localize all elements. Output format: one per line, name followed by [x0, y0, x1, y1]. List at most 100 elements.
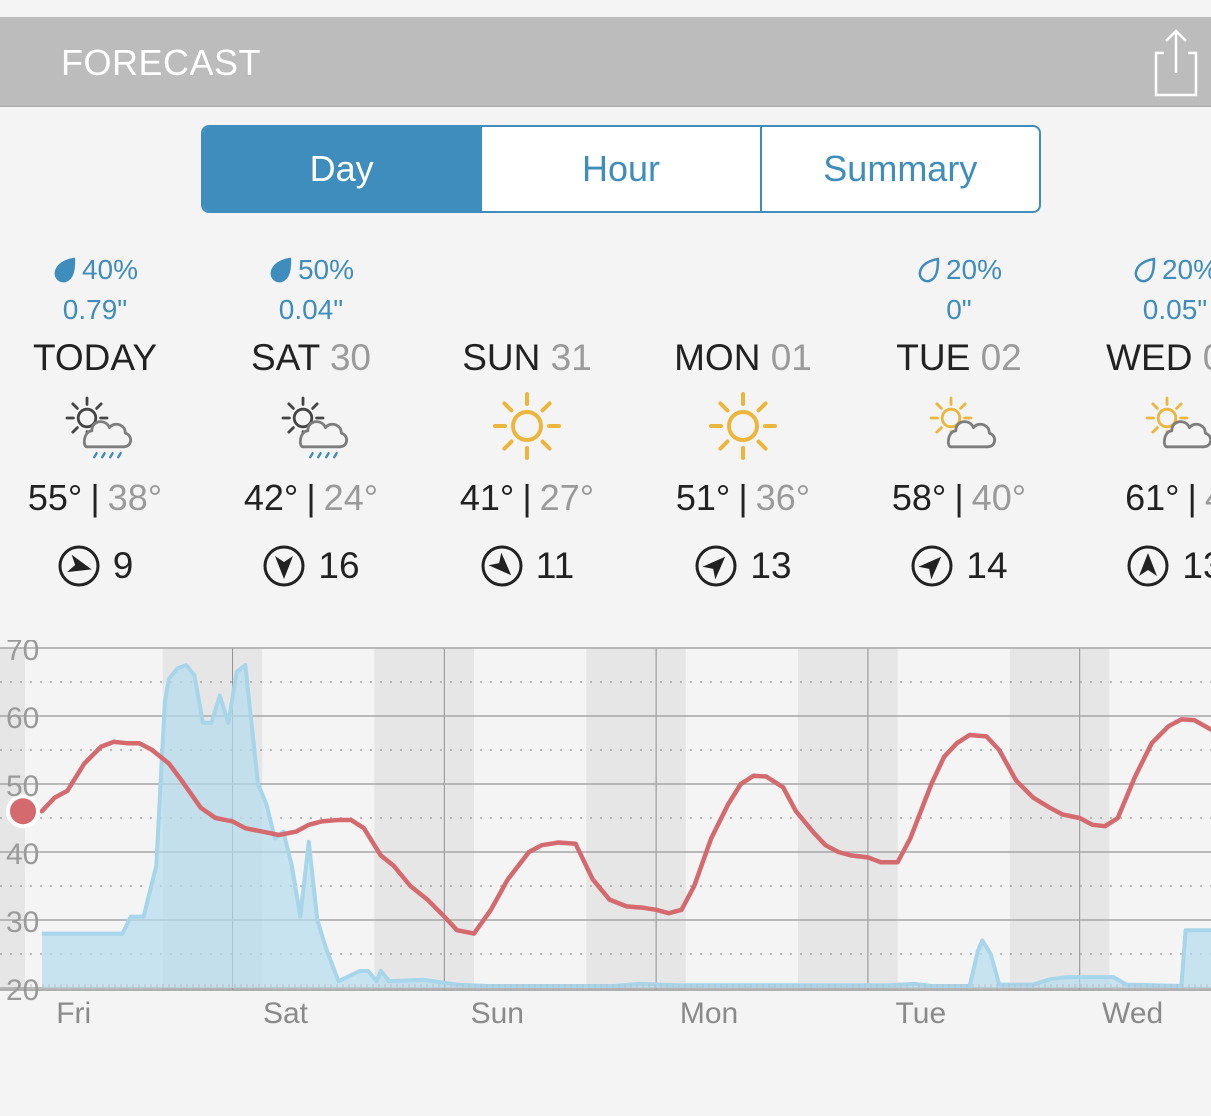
wind: 13 — [1067, 530, 1211, 602]
temp-separator: | — [738, 477, 748, 518]
view-segmented-control: Day Hour Summary — [201, 125, 1041, 213]
wind-direction-icon — [263, 545, 305, 587]
high-temp: 58° — [891, 477, 947, 518]
precip-amount: 0.79" — [62, 294, 128, 325]
sunny-icon — [709, 392, 777, 460]
temperature-range: 42° | 24° — [203, 466, 419, 530]
temp-separator: | — [954, 477, 964, 518]
day-column[interactable]: MON 01 51° | 36° 13 — [635, 250, 851, 602]
precip-chance: 20% — [1067, 250, 1211, 290]
partly-cloudy-icon — [929, 396, 996, 449]
precipitation-area — [41, 665, 1211, 988]
day-label: SAT 30 — [203, 330, 419, 386]
outline-drop-icon — [918, 257, 940, 283]
precip-chance-value: 20% — [1161, 254, 1211, 285]
weather-icon — [851, 386, 1067, 466]
partly-cloudy-icon — [1145, 396, 1211, 449]
wind-speed: 13 — [1182, 545, 1211, 586]
low-temp: 36° — [755, 477, 811, 518]
temperature-range: 55° | 38° — [0, 466, 203, 530]
wind-direction-icon — [481, 545, 523, 587]
x-tick-label: Wed — [1102, 997, 1163, 1030]
night-band — [798, 648, 898, 990]
share-icon[interactable] — [1150, 27, 1202, 97]
day-name: MON — [674, 337, 761, 378]
precip-amount — [419, 290, 635, 330]
day-name: SUN — [462, 337, 541, 378]
day-date: 31 — [550, 337, 592, 378]
day-date: 03 — [1203, 337, 1211, 378]
weather-icon — [1067, 386, 1211, 466]
weather-icon — [635, 386, 851, 466]
current-temperature-marker — [6, 794, 40, 829]
precip-amount — [635, 290, 851, 330]
x-tick-label: Sun — [471, 997, 524, 1030]
tab-hour[interactable]: Hour — [480, 127, 759, 211]
precip-chance-value: 40% — [81, 254, 139, 285]
low-temp: 38° — [107, 477, 163, 518]
wind-speed: 16 — [318, 545, 360, 586]
wind: 11 — [419, 530, 635, 602]
forecast-chart: 70 60 50 40 30 20 Fri Sat Sun Mon Tue Wed — [0, 640, 1211, 1030]
precip-chance-value: 50% — [297, 254, 355, 285]
x-tick-label: Mon — [680, 997, 738, 1030]
high-temp: 55° — [27, 477, 83, 518]
night-band — [374, 648, 474, 990]
outline-drop-icon — [1134, 257, 1156, 283]
day-name: TUE — [896, 337, 971, 378]
day-label: TODAY — [0, 330, 203, 386]
precip-amount: 0.05" — [1142, 294, 1208, 325]
day-column[interactable]: SUN 31 41° | 27° 11 — [419, 250, 635, 602]
day-column[interactable]: 20% 0" TUE 02 58° | 40° 14 — [851, 250, 1067, 602]
weather-icon — [203, 386, 419, 466]
app-header: FORECAST — [0, 17, 1211, 107]
filled-drop-icon — [270, 257, 292, 283]
wind: 9 — [0, 530, 203, 602]
y-tick-label: 60 — [6, 702, 39, 735]
temperature-range: 51° | 36° — [635, 466, 851, 530]
y-tick-label: 50 — [6, 770, 39, 803]
precip-amount: 0" — [946, 294, 972, 325]
y-tick-label: 30 — [6, 906, 39, 939]
wind-speed: 13 — [750, 545, 792, 586]
wind-direction-icon — [58, 545, 100, 587]
precip-chance-value: 20% — [945, 254, 1003, 285]
temp-separator: | — [522, 477, 532, 518]
day-name: WED — [1106, 337, 1193, 378]
partly-cloudy-rain-icon — [281, 396, 348, 459]
day-label: SUN 31 — [419, 330, 635, 386]
y-tick-label: 40 — [6, 838, 39, 871]
wind-direction-icon — [1127, 545, 1169, 587]
wind-speed: 9 — [112, 545, 134, 586]
temp-separator: | — [90, 477, 100, 518]
day-column[interactable]: 50% 0.04" SAT 30 42° | 24° 16 — [203, 250, 419, 602]
weather-icon — [0, 386, 203, 466]
temperature-range: 41° | 27° — [419, 466, 635, 530]
day-name: TODAY — [32, 337, 158, 378]
weather-icon — [419, 386, 635, 466]
tab-summary[interactable]: Summary — [759, 127, 1039, 211]
temperature-range: 61°|4 — [1067, 466, 1211, 530]
temperature-range: 58° | 40° — [851, 466, 1067, 530]
wind: 14 — [851, 530, 1067, 602]
day-label: MON 01 — [635, 330, 851, 386]
filled-drop-icon — [54, 257, 76, 283]
status-strip — [0, 0, 1211, 17]
day-column[interactable]: 40% 0.79" TODAY 55° | 38° 9 — [0, 250, 203, 602]
day-date: 30 — [329, 337, 371, 378]
x-tick-label: Fri — [56, 997, 91, 1030]
page-title: FORECAST — [61, 42, 262, 83]
wind-direction-icon — [695, 545, 737, 587]
day-date: 01 — [770, 337, 812, 378]
high-temp: 61° — [1125, 477, 1180, 518]
y-tick-label: 70 — [6, 640, 39, 667]
day-column[interactable]: 20% 0.05" WED 03 61°|4 13 — [1067, 250, 1211, 602]
low-temp: 24° — [323, 477, 379, 518]
tab-day[interactable]: Day — [203, 127, 481, 211]
high-temp: 42° — [243, 477, 299, 518]
day-name: SAT — [251, 337, 320, 378]
partly-cloudy-rain-icon — [65, 396, 132, 459]
wind-speed: 11 — [535, 545, 575, 586]
precipitation-line — [41, 663, 1211, 988]
night-band — [1009, 648, 1110, 990]
